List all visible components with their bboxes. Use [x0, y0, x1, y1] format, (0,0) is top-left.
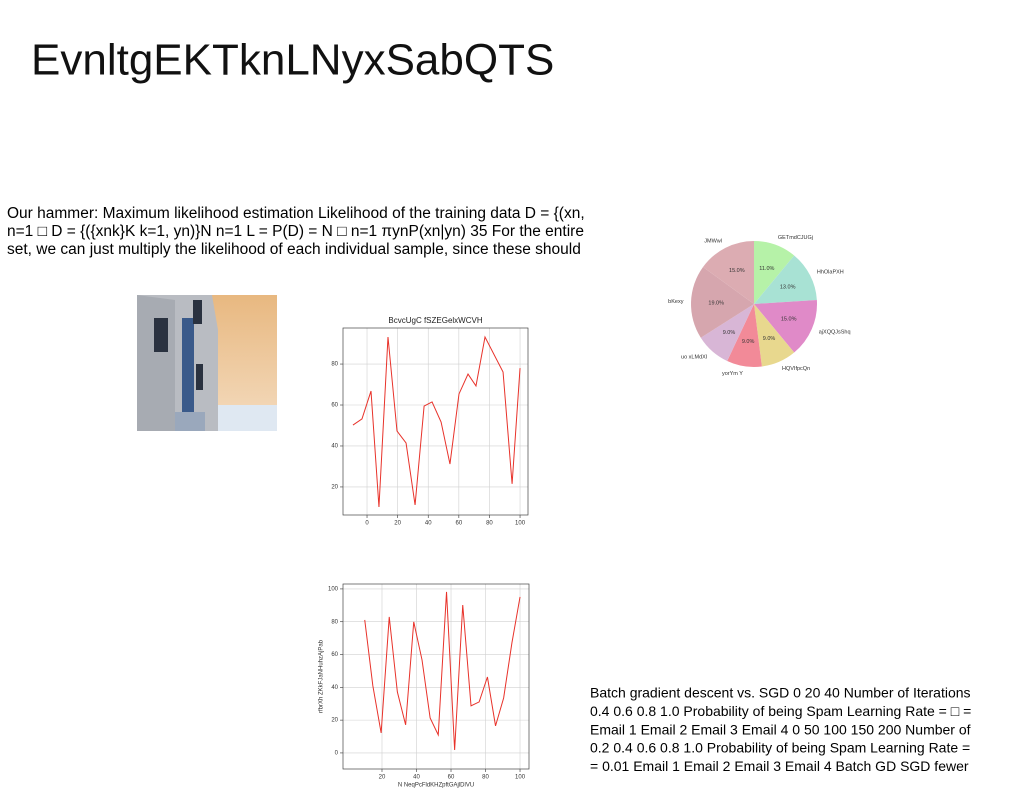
pie-value-label: 9.0%	[723, 330, 736, 336]
x-tick-label: 100	[515, 521, 526, 527]
notes-text-line: 0.4 0.6 0.8 1.0 Probability of being Spa…	[590, 703, 971, 719]
pie-slice	[691, 266, 754, 338]
y-tick-label: 80	[331, 619, 338, 625]
pie-value-label: 9.0%	[742, 339, 755, 345]
y-tick-label: 20	[331, 718, 338, 724]
x-tick-label: 20	[379, 775, 386, 781]
pie-value-label: 11.0%	[759, 266, 774, 272]
plot-frame	[342, 583, 530, 770]
x-tick-label: 60	[448, 775, 455, 781]
x-tick-label: 60	[455, 521, 462, 527]
y-tick-label: 40	[331, 444, 338, 450]
pie-label: JMWwl	[704, 239, 722, 245]
pie-label: GETmdCJUGj	[778, 235, 813, 241]
x-tick-label: 80	[482, 775, 489, 781]
pie-value-label: 15.0%	[729, 268, 745, 274]
y-tick-label: 40	[331, 685, 338, 691]
pie-value-label: 19.0%	[708, 300, 724, 306]
slide-title: EvnltgEKTknLNyxSabQTS	[31, 36, 554, 85]
photo	[137, 295, 277, 431]
notes-text-line: = 0.01 Email 1 Email 2 Email 3 Email 4 B…	[590, 758, 969, 774]
y-tick-label: 60	[331, 403, 338, 409]
x-tick-label: 20	[394, 521, 401, 527]
x-tick-label: 80	[486, 521, 493, 527]
plot-frame	[342, 327, 529, 516]
x-tick-label: 40	[425, 521, 432, 527]
pie-label: uo xLMdXI	[681, 354, 708, 360]
x-tick-label: 100	[515, 775, 526, 781]
pie-value-label: 15.0%	[781, 316, 797, 322]
pie-slice	[754, 304, 795, 367]
body-text-line: set, we can just multiply the likelihood…	[7, 241, 581, 258]
y-axis-label: rfbrXh ZKkFJaNHuhzAjPab	[319, 639, 325, 713]
pie-label: HQVIfpcQn	[782, 366, 810, 372]
y-tick-label: 20	[331, 485, 338, 491]
pie-label: ajXQQJsShq	[819, 329, 851, 335]
data-line	[364, 591, 521, 751]
pie-slice	[700, 304, 754, 362]
notes-text-line: Email 1 Email 2 Email 3 Email 4 0 50 100…	[590, 721, 971, 737]
x-axis-label: N NeqPcFldKHZpftGAjlDlVU	[398, 783, 474, 788]
pie-slice	[703, 241, 754, 304]
pie-slice	[727, 304, 762, 367]
pie-label: HhOlaPXH	[817, 269, 844, 275]
pie-slice	[754, 241, 795, 304]
body-text-line: Our hammer: Maximum likelihood estimatio…	[7, 205, 585, 222]
pie-label: yorYm Y	[722, 371, 743, 377]
y-tick-label: 80	[331, 362, 338, 368]
pie-value-label: 9.0%	[763, 336, 776, 342]
pie-value-label: 13.0%	[780, 284, 796, 290]
y-tick-label: 0	[335, 751, 339, 757]
x-tick-label: 0	[365, 521, 369, 527]
data-line	[352, 335, 521, 508]
pie-slice	[754, 255, 817, 304]
body-text-line: n=1 □ D = {({xnk}K k=1, yn)}N n=1 L = P(…	[7, 223, 584, 240]
notes-text-line: Batch gradient descent vs. SGD 0 20 40 N…	[590, 685, 971, 701]
x-tick-label: 40	[413, 775, 420, 781]
y-tick-label: 60	[331, 652, 338, 658]
y-tick-label: 100	[328, 586, 339, 592]
pie-label: bKexy	[668, 299, 684, 305]
pie-slice	[754, 300, 817, 353]
notes-text-line: 0.2 0.4 0.6 0.8 1.0 Probability of being…	[590, 740, 970, 756]
chart-title: BcvcUgC fSZEGelxWCVH	[388, 316, 482, 325]
